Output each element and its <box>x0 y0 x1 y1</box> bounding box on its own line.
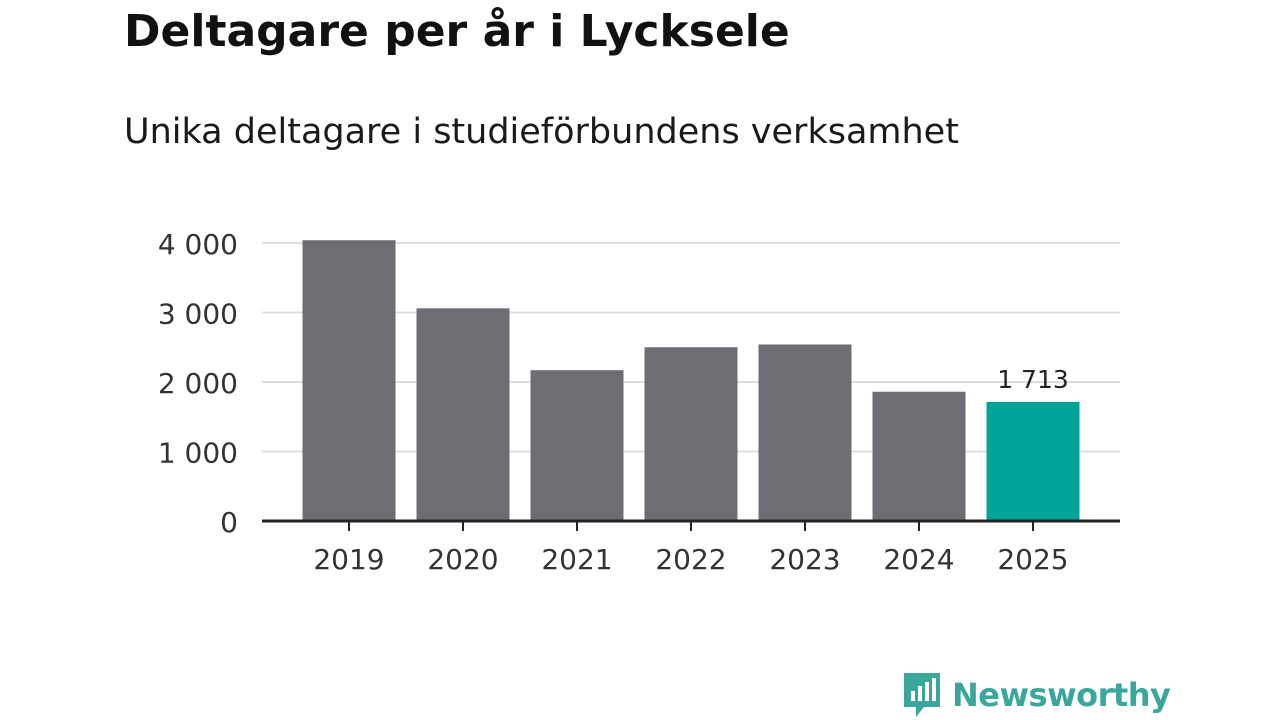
y-tick-label: 2 000 <box>158 367 238 400</box>
bar <box>872 391 966 521</box>
data-label: 1 713 <box>997 365 1069 394</box>
x-tick-label: 2022 <box>655 543 726 576</box>
y-tick-label: 0 <box>220 506 238 539</box>
chart-subtitle: Unika deltagare i studieförbundens verks… <box>124 112 959 152</box>
chart-title: Deltagare per år i Lycksele <box>124 6 790 57</box>
y-tick-label: 4 000 <box>158 228 238 261</box>
newsworthy-logo: Newsworthy <box>902 670 1171 720</box>
bar <box>416 308 510 521</box>
newsworthy-logo-icon <box>904 673 940 717</box>
x-tick-label: 2021 <box>541 543 612 576</box>
y-tick-label: 3 000 <box>158 298 238 331</box>
x-tick-label: 2020 <box>427 543 498 576</box>
x-tick-label: 2024 <box>883 543 954 576</box>
brand-name: Newsworthy <box>952 676 1171 714</box>
bar <box>758 344 852 521</box>
bar <box>644 347 738 521</box>
bar <box>530 370 624 521</box>
x-tick-label: 2019 <box>313 543 384 576</box>
bar <box>986 401 1080 521</box>
y-tick-label: 1 000 <box>158 437 238 470</box>
bar <box>302 240 396 521</box>
x-tick-label: 2025 <box>997 543 1068 576</box>
bar-chart: 0 1 000 2 000 3 000 4 000 2019 2020 2021 2022 202… <box>158 228 1120 576</box>
x-tick-label: 2023 <box>769 543 840 576</box>
